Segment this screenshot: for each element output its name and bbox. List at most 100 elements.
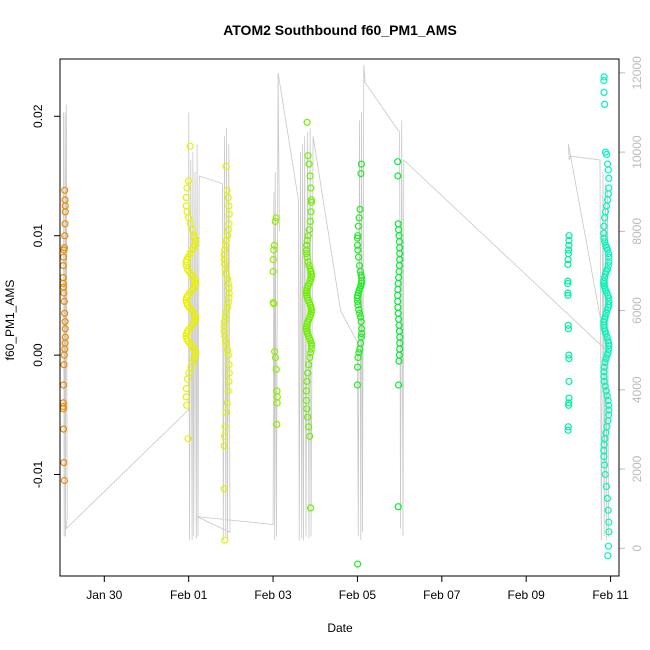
data-point bbox=[271, 217, 279, 225]
data-point bbox=[222, 308, 230, 316]
data-point bbox=[61, 208, 69, 216]
data-point bbox=[182, 258, 190, 266]
data-point bbox=[182, 393, 190, 401]
data-point bbox=[604, 166, 613, 174]
data-point bbox=[354, 301, 362, 309]
data-point bbox=[565, 236, 573, 245]
y2-tick-label: 10000 bbox=[630, 135, 644, 169]
data-point bbox=[605, 253, 613, 261]
data-point bbox=[223, 275, 231, 283]
data-point bbox=[305, 423, 313, 431]
plot-frame bbox=[59, 58, 620, 577]
data-point bbox=[221, 332, 229, 340]
data-point bbox=[184, 177, 192, 185]
data-point bbox=[602, 355, 610, 363]
data-point bbox=[61, 309, 69, 317]
data-point bbox=[223, 399, 231, 407]
data-point bbox=[306, 172, 314, 180]
data-point bbox=[304, 413, 312, 421]
data-point bbox=[302, 246, 310, 254]
y-axis: -0.01 0.00 0.01 0.02 bbox=[31, 104, 60, 488]
data-point bbox=[221, 423, 229, 431]
data-point bbox=[600, 100, 609, 109]
y2-axis: 0 2000 4000 6000 8000 10000 12000 bbox=[619, 56, 644, 552]
data-point bbox=[604, 294, 613, 302]
data-point bbox=[354, 560, 362, 568]
data-point bbox=[564, 325, 573, 333]
data-point bbox=[303, 236, 311, 245]
data-point bbox=[601, 470, 609, 479]
data-point bbox=[224, 387, 232, 395]
data-point bbox=[222, 270, 230, 278]
data-point bbox=[564, 260, 572, 268]
data-point bbox=[307, 184, 315, 192]
data-point bbox=[604, 246, 612, 254]
data-point bbox=[302, 396, 310, 405]
data-point bbox=[605, 406, 613, 414]
data-point bbox=[59, 253, 68, 261]
data-point bbox=[307, 504, 315, 512]
data-point bbox=[188, 246, 196, 254]
data-point bbox=[270, 241, 278, 249]
data-point bbox=[184, 435, 192, 443]
data-point bbox=[395, 273, 403, 282]
data-point bbox=[307, 198, 315, 206]
data-point bbox=[306, 353, 314, 362]
data-point bbox=[225, 210, 233, 218]
data-point bbox=[564, 250, 573, 258]
data-point bbox=[358, 277, 366, 285]
data-point bbox=[600, 453, 608, 461]
data-point bbox=[222, 342, 231, 350]
data-point bbox=[354, 363, 362, 371]
data-point bbox=[358, 325, 366, 333]
data-point bbox=[600, 277, 608, 285]
data-point bbox=[224, 346, 232, 354]
data-point bbox=[225, 294, 233, 302]
data-point bbox=[60, 459, 68, 467]
data-point bbox=[394, 220, 402, 228]
data-point bbox=[600, 373, 608, 381]
scatter-points bbox=[59, 73, 613, 568]
data-point bbox=[191, 277, 199, 285]
data-point bbox=[307, 196, 315, 204]
data-point bbox=[355, 253, 363, 261]
data-point bbox=[225, 202, 233, 210]
data-point bbox=[305, 361, 313, 369]
x-axis: Jan 30 Feb 01 Feb 03 Feb 05 Feb 07 Feb 09 Feb … bbox=[86, 575, 629, 602]
data-point bbox=[601, 358, 609, 366]
data-point bbox=[604, 190, 613, 198]
data-point bbox=[605, 258, 613, 266]
y-tick-label: 0.00 bbox=[31, 343, 45, 367]
data-point bbox=[602, 150, 611, 159]
data-point bbox=[604, 506, 612, 514]
data-point bbox=[224, 279, 232, 288]
data-point bbox=[183, 184, 191, 192]
data-point bbox=[603, 392, 611, 400]
data-point bbox=[304, 258, 312, 266]
data-point bbox=[61, 325, 69, 333]
data-point bbox=[565, 355, 573, 363]
data-point bbox=[225, 369, 233, 377]
data-point bbox=[221, 241, 230, 249]
data-point bbox=[221, 246, 229, 254]
data-point bbox=[269, 256, 277, 264]
y-axis-label: f60_PM1_AMS bbox=[3, 280, 17, 361]
y2-tick-label: 6000 bbox=[630, 297, 644, 324]
data-point bbox=[222, 408, 230, 416]
data-point bbox=[355, 214, 363, 222]
data-point bbox=[394, 158, 402, 166]
data-point bbox=[303, 253, 311, 261]
data-point bbox=[224, 193, 232, 202]
data-point bbox=[220, 251, 228, 259]
data-point bbox=[395, 327, 404, 335]
data-point bbox=[223, 303, 231, 311]
data-point bbox=[225, 377, 233, 385]
data-point bbox=[354, 232, 362, 240]
data-point bbox=[602, 202, 611, 210]
x-axis-label: Date bbox=[327, 621, 353, 635]
data-point bbox=[306, 432, 314, 440]
data-point bbox=[602, 330, 610, 338]
data-point bbox=[600, 461, 609, 469]
data-point bbox=[353, 241, 362, 249]
